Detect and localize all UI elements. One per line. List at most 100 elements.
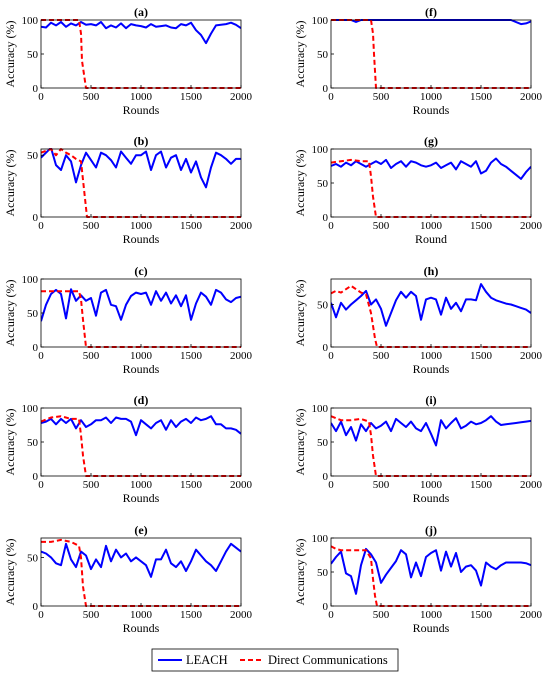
x-tick-label-f: 500 [373,91,390,103]
x-tick-label-a: 1500 [180,91,203,103]
y-axis-label-c: Accuracy (%) [3,280,17,347]
plot-frame-e [40,537,242,607]
legend-label-direct: Direct Communications [268,653,388,667]
chart-title-d: (d) [134,393,149,407]
x-tick-label-e: 500 [83,609,100,621]
y-tick-label-b: 0 [33,212,39,224]
series-line-direct-c [41,290,241,348]
y-tick-label-d: 100 [22,403,39,415]
x-tick-label-b: 0 [38,220,44,232]
x-tick-label-g: 500 [373,220,390,232]
y-tick-label-d: 0 [33,471,39,483]
x-tick-label-a: 0 [38,91,44,103]
plot-frame-g [330,148,532,218]
y-tick-label-f: 50 [317,49,329,61]
plot-frame-h [330,278,532,348]
y-axis-label-i: Accuracy (%) [293,409,307,476]
chart-title-c: (c) [134,264,147,278]
series-line-direct-a [41,19,241,89]
x-tick-label-b: 500 [83,220,100,232]
y-tick-label-g: 0 [323,212,329,224]
y-tick-label-c: 100 [22,274,39,286]
x-axis-label-e: Rounds [123,621,160,635]
y-tick-label-g: 100 [312,144,329,156]
series-line-leach-c [41,288,241,322]
x-axis-label-j: Rounds [413,621,450,635]
x-tick-label-i: 0 [328,479,334,491]
series-line-direct-e [41,538,241,607]
series-line-leach-e [41,542,241,578]
x-axis-label-d: Rounds [123,491,160,505]
y-tick-label-h: 0 [323,342,329,354]
chart-i: (i) 0 500 1000 1500 2000 0 50 100 Rounds Accuracy … [293,393,543,505]
y-axis-label-a: Accuracy (%) [3,21,17,88]
series-line-direct-i [331,415,531,477]
y-tick-label-i: 50 [317,437,329,449]
y-tick-label-f: 0 [323,83,329,95]
x-tick-label-j: 500 [373,609,390,621]
series-line-leach-d [41,415,241,437]
chart-title-j: (j) [425,523,437,537]
chart-e: (e) 0 500 1000 1500 2000 0 50 Rounds Accuracy (%) [3,523,253,635]
series-line-leach-j [331,547,531,595]
x-tick-label-c: 2000 [230,350,253,362]
x-axis-label-i: Rounds [413,491,450,505]
chart-g: (g) 0 500 1000 1500 2000 0 50 100 Round Accuracy (… [293,134,543,246]
x-tick-label-d: 1500 [180,479,203,491]
chart-title-a: (a) [134,5,148,19]
x-tick-label-a: 500 [83,91,100,103]
y-tick-label-d: 50 [27,437,39,449]
y-axis-label-f: Accuracy (%) [293,21,307,88]
x-tick-label-f: 2000 [520,91,543,103]
y-tick-label-e: 0 [33,601,39,613]
x-tick-label-e: 1500 [180,609,203,621]
x-tick-label-j: 2000 [520,609,543,621]
y-tick-label-b: 50 [27,150,39,162]
x-axis-label-a: Rounds [123,103,160,117]
x-tick-label-g: 1500 [470,220,493,232]
x-tick-label-h: 0 [328,350,334,362]
chart-b: (b) 0 500 1000 1500 2000 0 50 Rounds Accuracy (%) [3,134,253,246]
x-tick-label-g: 2000 [520,220,543,232]
x-tick-label-a: 2000 [230,91,253,103]
y-axis-label-h: Accuracy (%) [293,280,307,347]
y-tick-label-g: 50 [317,178,329,190]
plot-frame-j [330,537,532,607]
x-tick-label-e: 2000 [230,609,253,621]
y-tick-label-f: 100 [312,15,329,27]
series-line-leach-g [331,157,531,180]
chart-title-f: (f) [425,5,437,19]
plot-frame-a [40,19,242,89]
y-axis-label-g: Accuracy (%) [293,150,307,217]
y-tick-label-c: 0 [33,342,39,354]
series-line-direct-g [331,158,531,218]
x-tick-label-b: 1500 [180,220,203,232]
series-line-direct-j [331,545,531,607]
y-tick-label-j: 0 [323,601,329,613]
y-tick-label-i: 0 [323,471,329,483]
plot-frame-i [330,407,532,477]
x-tick-label-g: 0 [328,220,334,232]
y-tick-label-j: 50 [317,567,329,579]
series-line-leach-i [331,415,531,447]
y-tick-label-j: 100 [312,533,329,545]
series-line-direct-d [41,415,241,477]
x-tick-label-h: 1500 [470,350,493,362]
chart-panels: (a)0 500 1000 1500 2000050100RoundsAccuracy … [3,5,543,635]
series-line-leach-a [41,21,241,45]
x-tick-label-b: 1000 [130,220,153,232]
y-tick-label-a: 100 [22,15,39,27]
chart-h: (h) 0 500 1000 1500 2000 0 50 Rounds Accuracy (%) [293,264,543,376]
series-line-leach-h [331,283,531,327]
x-tick-label-j: 1000 [420,609,443,621]
chart-c: (c) 0 500 1000 1500 2000 0 50 100 Rounds Accuracy … [3,264,253,376]
x-tick-label-i: 1500 [470,479,493,491]
x-tick-label-h: 500 [373,350,390,362]
x-tick-label-d: 0 [38,479,44,491]
x-axis-label-b: Rounds [123,232,160,246]
chart-title-g: (g) [424,134,438,148]
series-line-leach-f [331,19,531,26]
y-tick-label-a: 50 [27,49,39,61]
x-tick-label-a: 1000 [130,91,153,103]
